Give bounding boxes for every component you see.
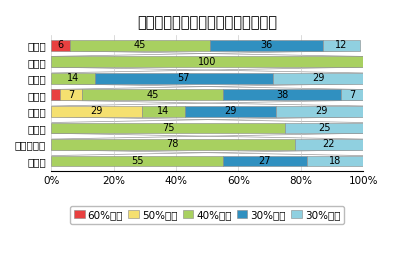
- Bar: [185, 106, 276, 117]
- Text: 29: 29: [224, 106, 237, 116]
- Bar: [51, 139, 295, 150]
- Text: 75: 75: [162, 123, 174, 133]
- Bar: [285, 122, 363, 133]
- Bar: [51, 122, 285, 133]
- Text: 29: 29: [315, 106, 327, 116]
- Text: 25: 25: [318, 123, 331, 133]
- Bar: [51, 106, 141, 117]
- Bar: [51, 156, 223, 166]
- Text: 22: 22: [323, 140, 335, 150]
- Bar: [223, 90, 342, 100]
- Bar: [51, 73, 95, 84]
- Text: 7: 7: [349, 90, 355, 100]
- Bar: [307, 156, 363, 166]
- Bar: [51, 40, 70, 50]
- Text: 14: 14: [157, 106, 170, 116]
- Bar: [295, 139, 363, 150]
- Bar: [82, 90, 223, 100]
- Bar: [95, 73, 273, 84]
- Bar: [210, 40, 323, 50]
- Text: 29: 29: [312, 73, 324, 83]
- Text: 45: 45: [134, 40, 146, 50]
- Bar: [223, 156, 307, 166]
- Title: 経営者の供給意欲について（割合）: 経営者の供給意欲について（割合）: [137, 15, 277, 30]
- Text: 6: 6: [57, 40, 64, 50]
- Bar: [273, 73, 363, 84]
- Bar: [342, 90, 363, 100]
- Bar: [61, 90, 82, 100]
- Text: 78: 78: [167, 140, 179, 150]
- Text: 12: 12: [335, 40, 347, 50]
- Text: 14: 14: [67, 73, 79, 83]
- Legend: 60%以上, 50%以上, 40%以上, 30%以上, 30%未満: 60%以上, 50%以上, 40%以上, 30%以上, 30%未満: [70, 206, 344, 224]
- Text: 38: 38: [276, 90, 288, 100]
- Text: 36: 36: [260, 40, 273, 50]
- Bar: [323, 40, 360, 50]
- Text: 18: 18: [329, 156, 341, 166]
- Text: 27: 27: [259, 156, 271, 166]
- Text: 29: 29: [90, 106, 103, 116]
- Bar: [51, 90, 61, 100]
- Bar: [141, 106, 185, 117]
- Bar: [70, 40, 210, 50]
- Text: 55: 55: [131, 156, 143, 166]
- Text: 100: 100: [198, 57, 217, 67]
- Text: 57: 57: [178, 73, 190, 83]
- Bar: [276, 106, 366, 117]
- Bar: [51, 56, 363, 67]
- Text: 7: 7: [68, 90, 75, 100]
- Text: 45: 45: [146, 90, 159, 100]
